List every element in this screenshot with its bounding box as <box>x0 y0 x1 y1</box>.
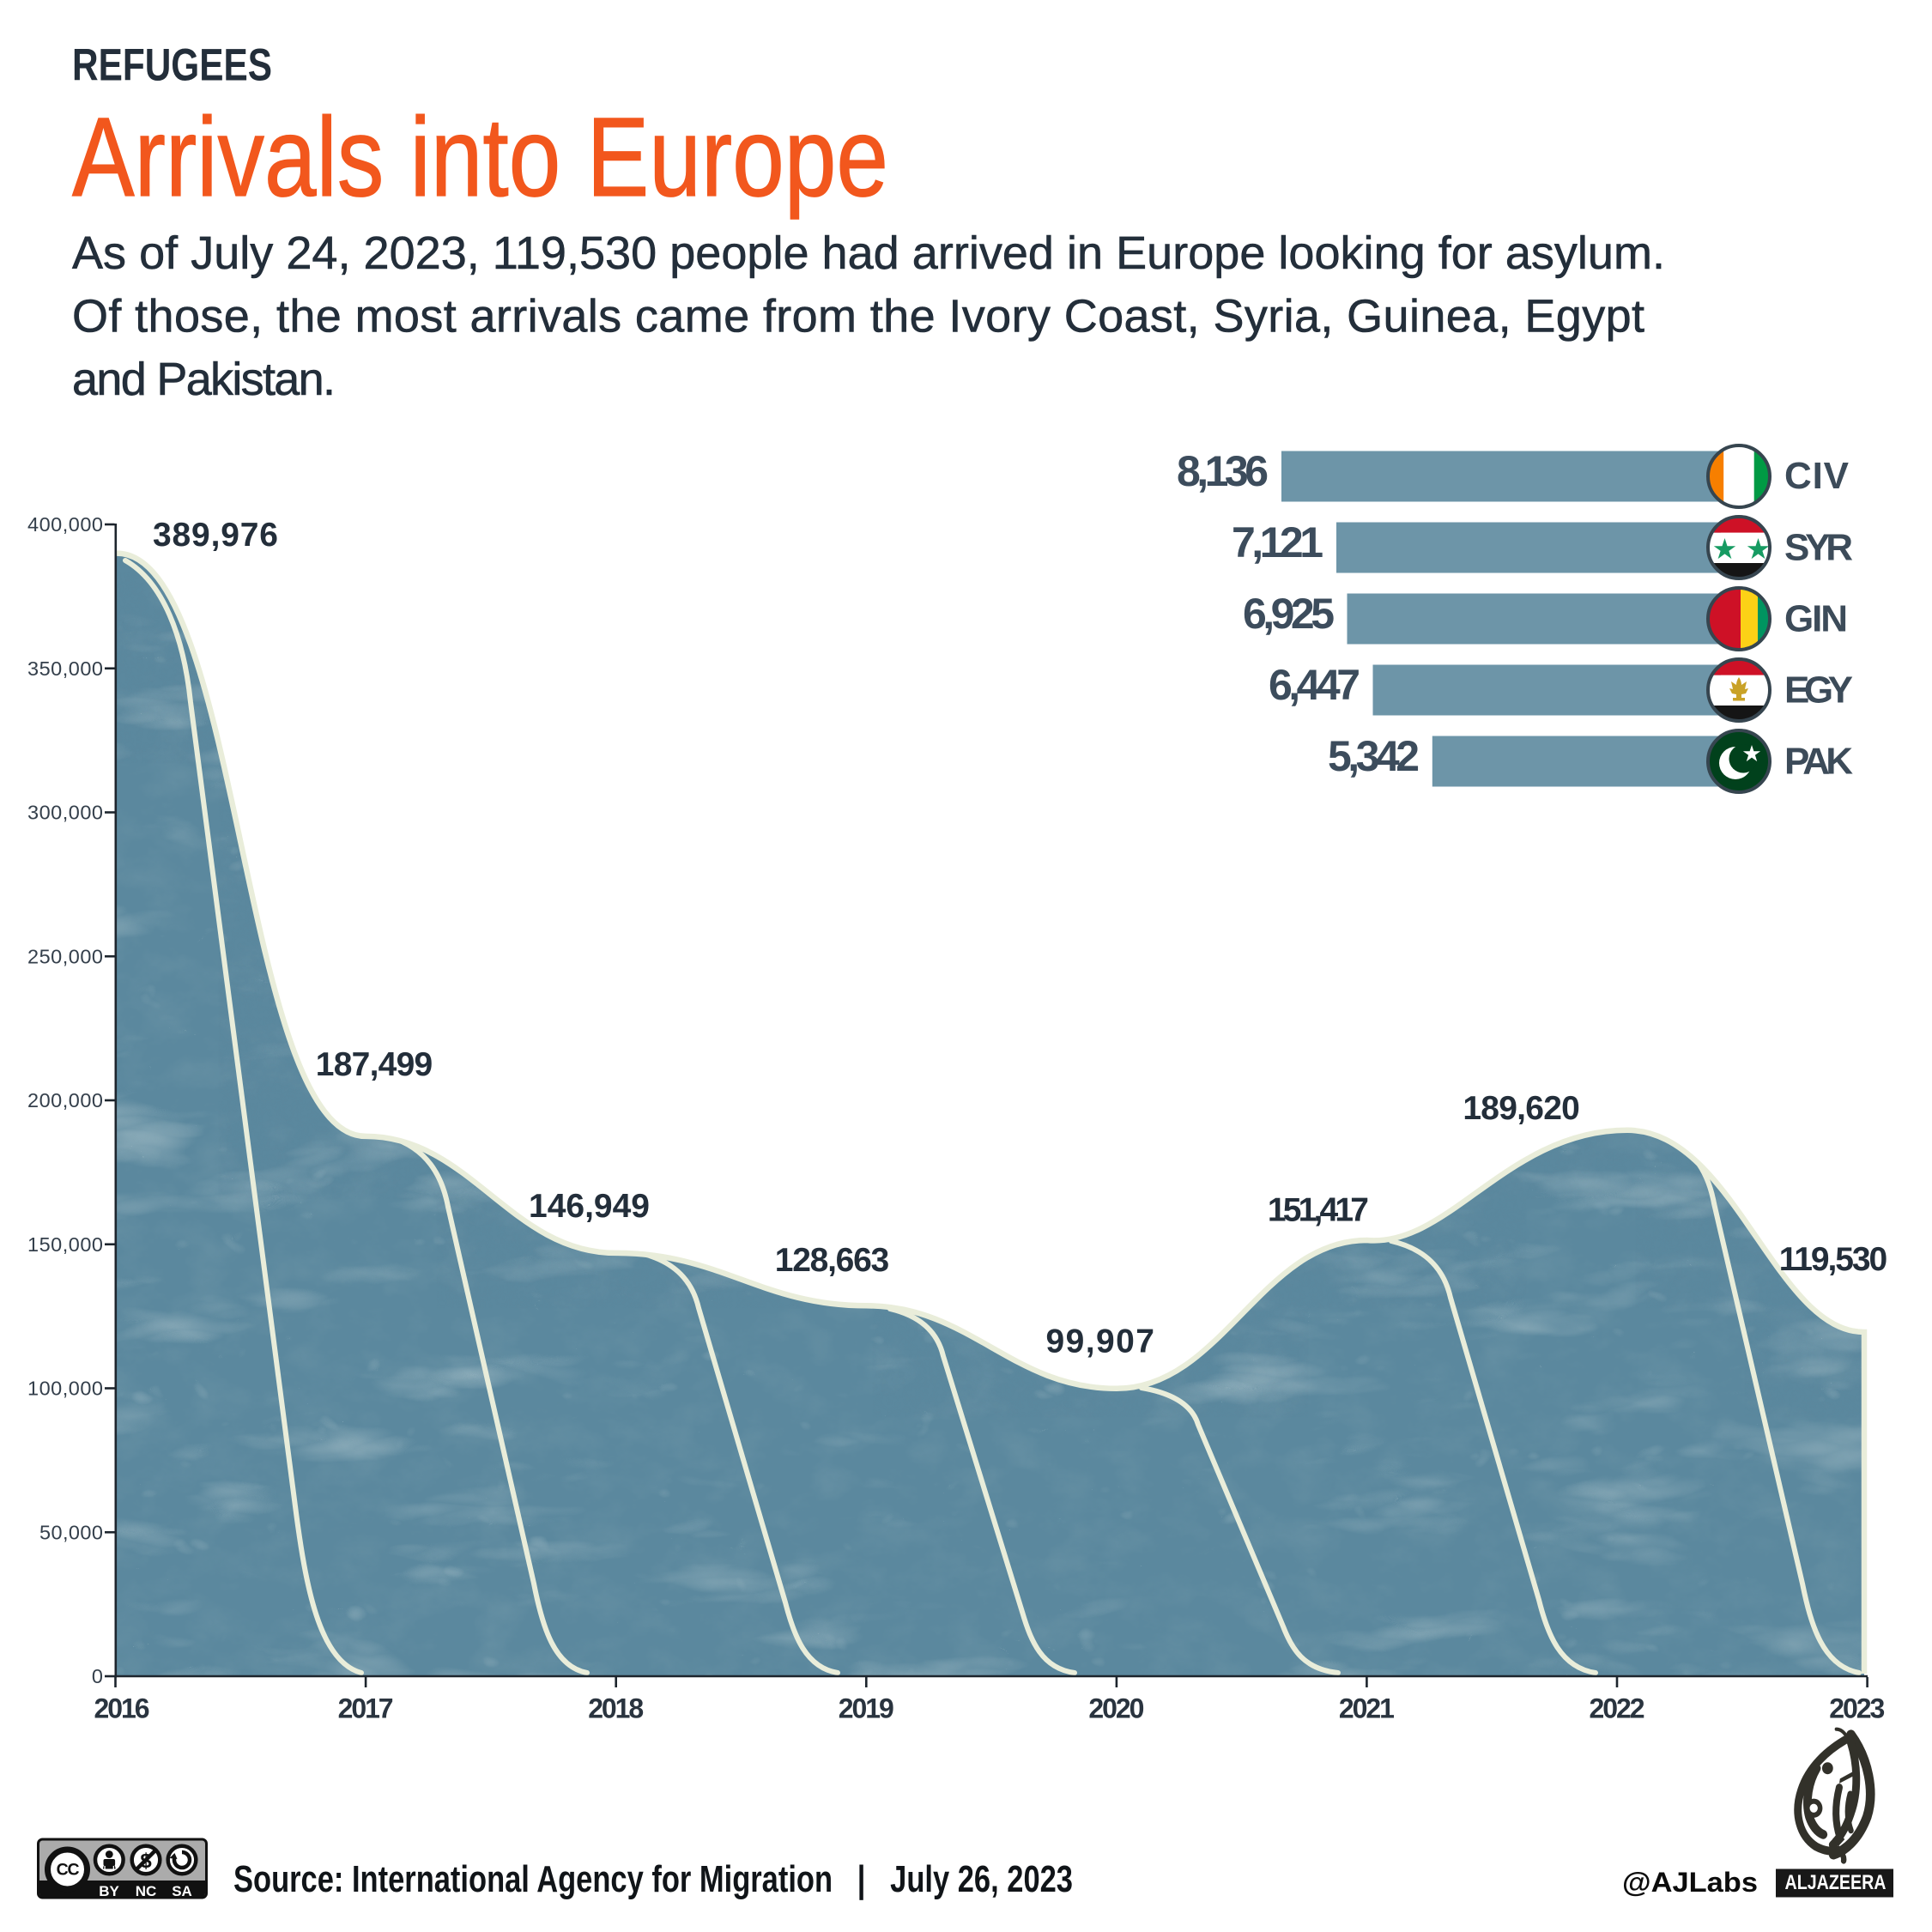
svg-text:2021: 2021 <box>1339 1693 1395 1723</box>
svg-text:CC: CC <box>57 1861 80 1880</box>
svg-text:7,121: 7,121 <box>1232 518 1323 566</box>
svg-text:EGY: EGY <box>1784 669 1853 712</box>
svg-text:NC: NC <box>136 1883 157 1899</box>
svg-text:CIV: CIV <box>1784 455 1850 497</box>
svg-text:5,342: 5,342 <box>1328 732 1420 780</box>
svg-text:2016: 2016 <box>94 1693 150 1723</box>
svg-text:and Pakistan.: and Pakistan. <box>72 354 336 405</box>
svg-text:2019: 2019 <box>839 1693 894 1723</box>
svg-text:As of July 24, 2023, 119,530 p: As of July 24, 2023, 119,530 people had … <box>72 227 1665 279</box>
svg-text:ALJAZEERA: ALJAZEERA <box>1785 1871 1887 1894</box>
svg-text:50,000: 50,000 <box>39 1521 103 1543</box>
svg-text:PAK: PAK <box>1784 741 1853 783</box>
svg-text:100,000: 100,000 <box>27 1378 103 1400</box>
svg-text:2020: 2020 <box>1088 1693 1144 1723</box>
svg-text:6,447: 6,447 <box>1269 661 1360 709</box>
svg-text:99,907: 99,907 <box>1045 1323 1154 1360</box>
svg-text:SYR: SYR <box>1784 527 1853 569</box>
svg-text:@AJLabs: @AJLabs <box>1622 1867 1758 1898</box>
svg-text:150,000: 150,000 <box>27 1233 103 1256</box>
svg-text:GIN: GIN <box>1784 598 1848 640</box>
svg-text:Arrivals into Europe: Arrivals into Europe <box>72 94 888 220</box>
svg-text:146,949: 146,949 <box>529 1188 650 1225</box>
svg-text:BY: BY <box>99 1883 119 1899</box>
svg-text:187,499: 187,499 <box>316 1046 433 1083</box>
svg-text:200,000: 200,000 <box>27 1089 103 1111</box>
svg-text:250,000: 250,000 <box>27 945 103 967</box>
svg-text:Source: International Agency f: Source: International Agency for Migrati… <box>233 1858 1073 1901</box>
svg-text:6,925: 6,925 <box>1243 590 1335 638</box>
svg-text:151,417: 151,417 <box>1268 1192 1369 1229</box>
svg-text:0: 0 <box>92 1665 103 1687</box>
svg-text:REFUGEES: REFUGEES <box>72 40 272 91</box>
svg-text:300,000: 300,000 <box>27 802 103 824</box>
svg-text:119,530: 119,530 <box>1779 1241 1888 1278</box>
svg-text:2018: 2018 <box>588 1693 644 1723</box>
svg-text:2022: 2022 <box>1590 1693 1645 1723</box>
svg-text:2023: 2023 <box>1829 1693 1885 1723</box>
svg-text:SA: SA <box>172 1883 192 1899</box>
svg-text:128,663: 128,663 <box>775 1242 890 1279</box>
svg-text:350,000: 350,000 <box>27 657 103 680</box>
svg-text:389,976: 389,976 <box>153 517 278 554</box>
svg-text:8,136: 8,136 <box>1177 447 1269 495</box>
svg-text:Of those, the most arrivals ca: Of those, the most arrivals came from th… <box>72 291 1644 342</box>
svg-text:2017: 2017 <box>338 1693 394 1723</box>
svg-text:189,620: 189,620 <box>1463 1090 1580 1127</box>
svg-text:400,000: 400,000 <box>27 513 103 536</box>
